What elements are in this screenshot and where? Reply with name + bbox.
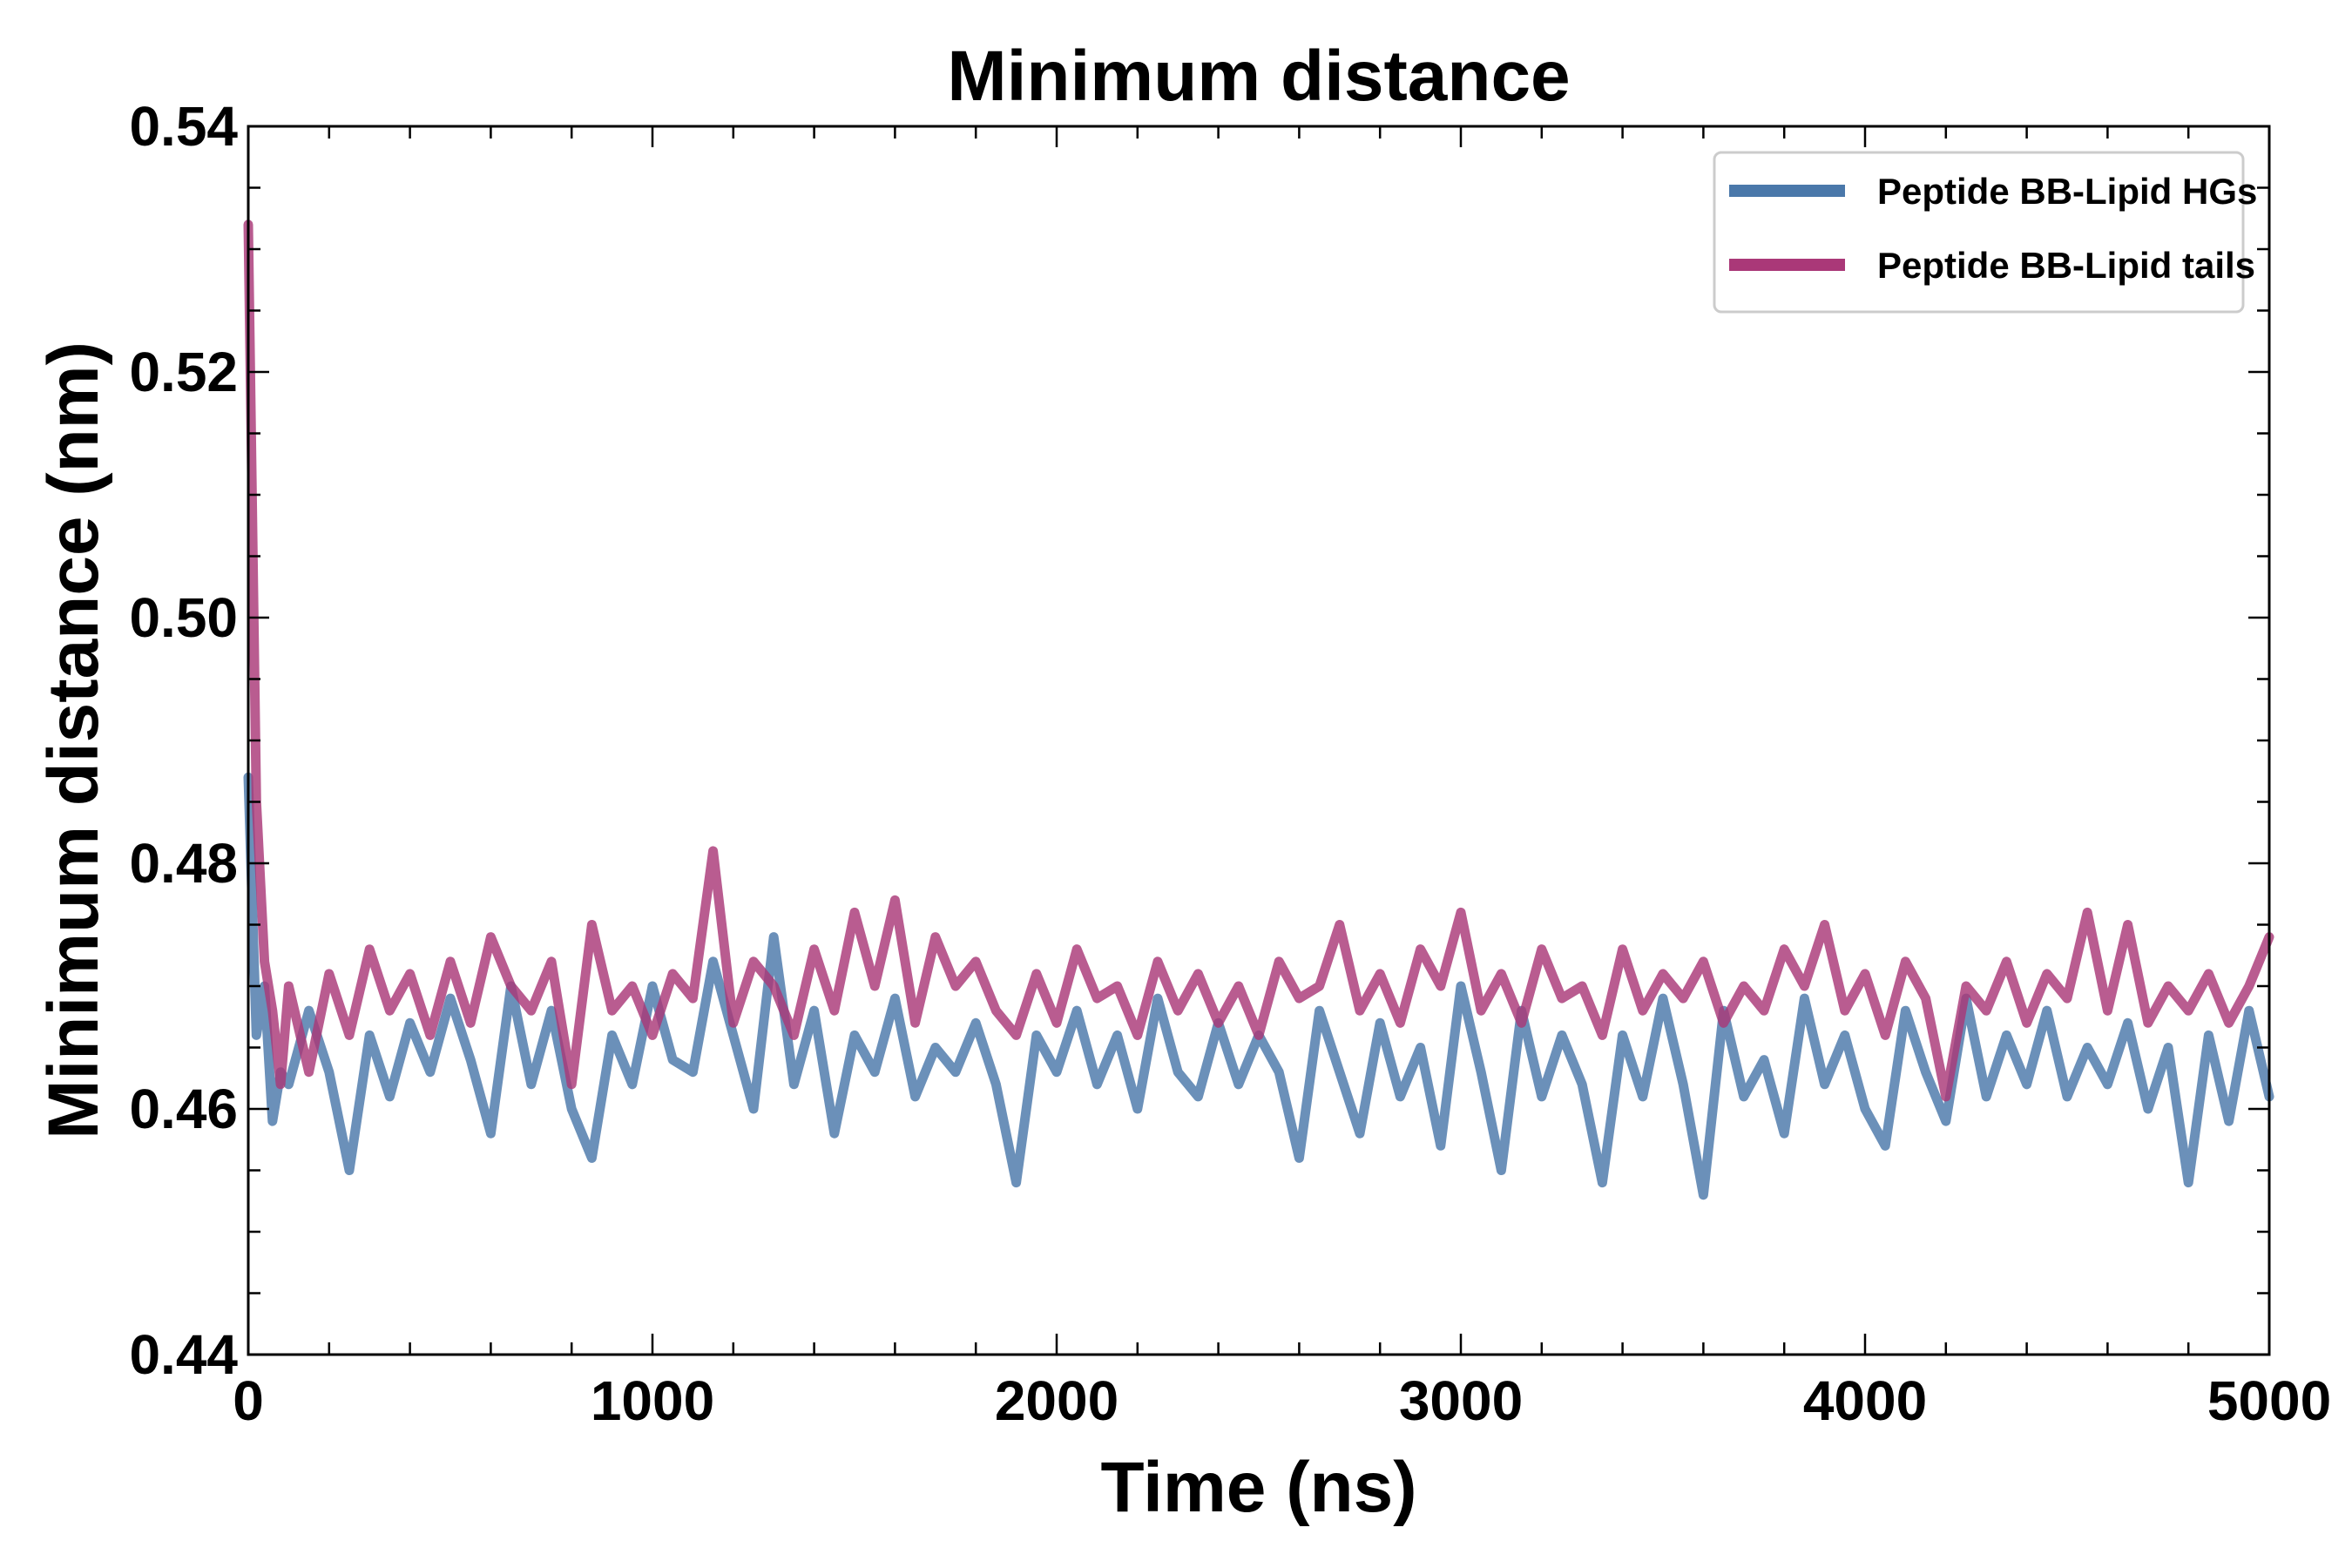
y-tick-label: 0.50 xyxy=(129,586,238,649)
x-tick-label: 0 xyxy=(233,1369,264,1432)
x-tick-label: 4000 xyxy=(1803,1369,1927,1432)
y-tick-label: 0.54 xyxy=(129,95,238,158)
x-axis-label: Time (ns) xyxy=(1101,1448,1417,1527)
chart-title: Minimum distance xyxy=(947,37,1570,116)
ticks-layer: 0 1000 2000 3000 4000 5000 0.44 0.46 0.48 0.50 0.5… xyxy=(129,95,2331,1432)
legend: Peptide BB-Lipid HGs Peptide BB-Lipid ta… xyxy=(1713,151,2257,314)
series-layer xyxy=(243,220,2274,1200)
x-tick-label: 5000 xyxy=(2207,1369,2331,1432)
x-tick-label: 1000 xyxy=(591,1369,714,1432)
x-tick-label: 3000 xyxy=(1399,1369,1523,1432)
x-tick-label: 2000 xyxy=(995,1369,1119,1432)
series-line-tails xyxy=(243,220,2274,1102)
legend-box xyxy=(1713,151,2245,314)
y-tick-label: 0.52 xyxy=(129,341,238,403)
series-line-hgs xyxy=(243,772,2274,1200)
y-tick-label: 0.48 xyxy=(129,832,238,895)
y-axis-label: Minimum distance (nm) xyxy=(34,341,113,1139)
y-tick-label: 0.46 xyxy=(129,1078,238,1140)
legend-label-tails: Peptide BB-Lipid tails xyxy=(1877,245,2255,286)
y-tick-label: 0.44 xyxy=(129,1323,238,1386)
legend-label-hgs: Peptide BB-Lipid HGs xyxy=(1877,171,2257,212)
